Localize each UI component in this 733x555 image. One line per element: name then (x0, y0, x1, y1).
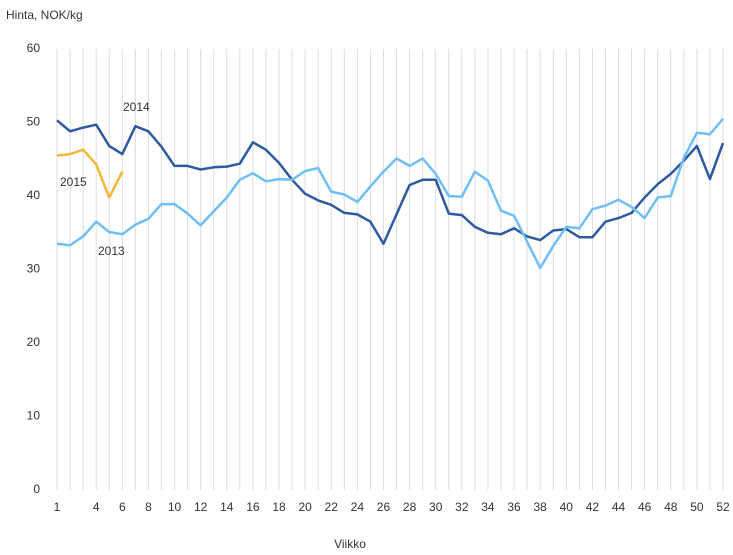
chart-title: Hinta, NOK/kg (6, 8, 83, 22)
x-tick-label: 50 (690, 500, 704, 514)
y-tick-label: 50 (27, 115, 41, 129)
x-tick-label: 4 (93, 500, 100, 514)
series-label: 2014 (123, 100, 150, 114)
series-label: 2013 (98, 244, 125, 258)
x-axis-label: Viikko (334, 537, 366, 551)
x-tick-label: 48 (664, 500, 678, 514)
y-tick-label: 40 (27, 188, 41, 202)
x-tick-label: 28 (403, 500, 417, 514)
y-tick-label: 10 (27, 409, 41, 423)
x-tick-label: 16 (246, 500, 260, 514)
x-tick-label: 22 (325, 500, 339, 514)
x-tick-label: 10 (168, 500, 182, 514)
x-tick-label: 24 (351, 500, 365, 514)
x-tick-label: 36 (507, 500, 521, 514)
x-tick-label: 14 (220, 500, 234, 514)
x-tick-label: 8 (145, 500, 152, 514)
x-tick-label: 32 (455, 500, 469, 514)
x-tick-label: 30 (429, 500, 443, 514)
y-tick-label: 30 (27, 262, 41, 276)
x-tick-label: 42 (586, 500, 600, 514)
x-tick-label: 40 (560, 500, 574, 514)
x-tick-label: 12 (194, 500, 208, 514)
series-line (56, 119, 725, 246)
x-tick-label: 44 (612, 500, 626, 514)
x-tick-label: 26 (377, 500, 391, 514)
series-line (56, 117, 724, 270)
y-tick-label: 0 (33, 482, 40, 496)
series-line (56, 148, 124, 199)
x-tick-label: 20 (298, 500, 312, 514)
y-tick-label: 60 (27, 41, 41, 55)
x-tick-label: 1 (54, 500, 61, 514)
x-tick-label: 38 (533, 500, 547, 514)
series-label: 2015 (60, 175, 87, 189)
x-tick-label: 34 (481, 500, 495, 514)
x-tick-label: 46 (638, 500, 652, 514)
x-tick-label: 52 (716, 500, 730, 514)
x-tick-label: 6 (119, 500, 126, 514)
x-tick-label: 18 (272, 500, 286, 514)
y-tick-label: 20 (27, 335, 41, 349)
